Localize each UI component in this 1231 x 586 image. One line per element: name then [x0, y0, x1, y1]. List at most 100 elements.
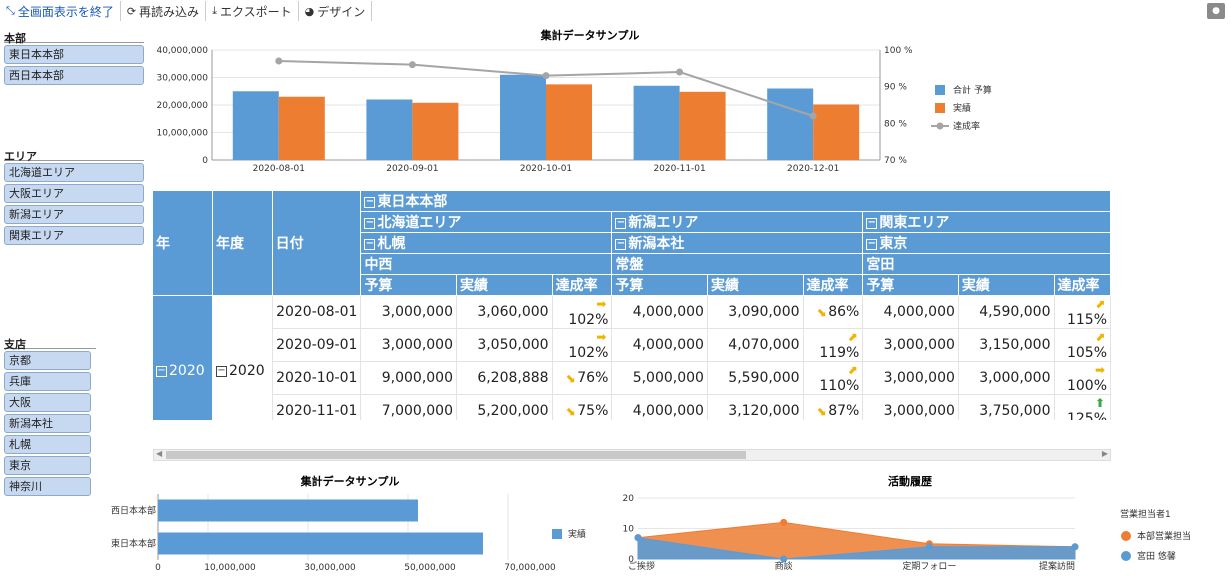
legend-label[interactable]: 合計 予算	[953, 84, 992, 96]
cell-text: 2020-09-01	[276, 337, 358, 353]
cell-text: 宮田	[866, 257, 895, 273]
slicer-item[interactable]: 北海道エリア	[4, 163, 144, 182]
legend-label[interactable]: 実績	[953, 102, 971, 114]
cell-text: 北海道エリア	[377, 215, 462, 231]
collapse-icon[interactable]: −	[866, 237, 878, 250]
horizontal-scrollbar[interactable]: ◀ ▶	[153, 449, 1111, 461]
area-point[interactable]	[634, 534, 642, 542]
collapse-icon[interactable]: −	[364, 216, 376, 229]
col-header-staff: 宮田	[862, 253, 1111, 275]
cell-text: 達成率	[555, 278, 598, 294]
collapse-icon[interactable]: −	[216, 364, 227, 377]
collapse-icon[interactable]: −	[156, 364, 167, 377]
bar-budget[interactable]	[500, 74, 546, 160]
budget-cell: 4,000,000	[862, 295, 959, 329]
actual-cell: 3,060,000	[456, 295, 553, 329]
slicer-item[interactable]: 兵庫	[4, 372, 91, 391]
col-header-area[interactable]: − 新潟エリア	[611, 211, 864, 233]
bar-actual[interactable]	[158, 532, 483, 555]
col-header-shiten[interactable]: − 札幌	[360, 232, 613, 254]
scroll-left-icon[interactable]: ◀	[156, 449, 163, 458]
exit-fullscreen-button[interactable]: ⤡ 全画面表示を終了	[0, 1, 121, 21]
legend-swatch	[552, 529, 562, 539]
cell-text: 3,000,000	[883, 337, 955, 353]
row-date: 2020-08-01	[272, 295, 362, 329]
scrollbar-thumb[interactable]	[166, 451, 746, 459]
actual-cell: 4,590,000	[958, 295, 1055, 329]
legend-label[interactable]: 本部営業担当	[1137, 530, 1191, 542]
actual-cell: 5,200,000	[456, 394, 553, 420]
legend-label[interactable]: 達成率	[953, 120, 980, 132]
slicer-title: 本部	[4, 30, 144, 45]
col-header-shiten[interactable]: − 東京	[862, 232, 1111, 254]
cell-text: 中西	[364, 257, 393, 273]
line-point[interactable]	[676, 68, 684, 76]
achievement-rate: 110%	[819, 378, 860, 394]
bar-budget[interactable]	[232, 91, 279, 160]
cell-text: 実績	[460, 278, 489, 294]
chart-title: 集計データサンプル	[540, 28, 640, 42]
export-button[interactable]: ⤓ エクスポート	[206, 1, 299, 21]
col-header-honbu[interactable]: − 東日本本部	[360, 191, 1111, 212]
row-year-2020[interactable]: −2020	[153, 295, 213, 420]
budget-cell: 7,000,000	[360, 394, 458, 420]
line-point[interactable]	[809, 112, 817, 120]
cell-text: 4,070,000	[728, 337, 800, 353]
bar-actual[interactable]	[278, 96, 325, 160]
cell-text: 7,000,000	[381, 403, 454, 419]
bar-actual[interactable]	[412, 102, 459, 160]
area-point[interactable]	[925, 543, 933, 551]
rate-cell: ⬈ 115%	[1054, 295, 1111, 329]
bar-budget[interactable]	[366, 99, 413, 161]
achievement-rate: 86%	[828, 304, 860, 320]
rate-cell: ➡ 102%	[552, 328, 613, 362]
cell-text: 3,000,000	[381, 304, 454, 320]
row-fiscal-year-2020[interactable]: −2020	[212, 295, 273, 420]
x-tick-label: 2020-11-01	[653, 164, 705, 174]
slicer-item[interactable]: 東日本本部	[4, 45, 144, 64]
reload-button[interactable]: ⟳ 再読み込み	[121, 1, 207, 21]
bar-actual[interactable]	[546, 84, 592, 160]
budget-cell: 3,000,000	[360, 328, 458, 362]
area-point[interactable]	[780, 555, 788, 563]
slicer-item[interactable]: 神奈川	[4, 477, 91, 496]
collapse-icon[interactable]: −	[364, 237, 376, 250]
bar-actual[interactable]	[813, 104, 860, 160]
legend-label[interactable]: 宮田 悠馨	[1137, 550, 1176, 562]
line-point[interactable]	[542, 72, 550, 80]
collapse-icon[interactable]: −	[364, 195, 376, 208]
rate-cell: ⬊ 76%	[552, 361, 613, 395]
collapse-icon[interactable]: −	[615, 237, 627, 250]
slicer-item[interactable]: 札幌	[4, 435, 91, 454]
slicer-item[interactable]: 新潟本社	[4, 414, 91, 433]
slicer-item[interactable]: 大阪	[4, 393, 91, 412]
design-button[interactable]: ◕ デザイン	[299, 1, 373, 21]
cell-text: 3,120,000	[728, 403, 800, 419]
actual-cell: 3,050,000	[456, 328, 553, 362]
bar-actual[interactable]	[679, 91, 726, 160]
slicer-item[interactable]: 関東エリア	[4, 226, 144, 245]
slicer-item[interactable]: 京都	[4, 351, 91, 370]
col-header-area[interactable]: − 関東エリア	[862, 211, 1111, 233]
legend-label[interactable]: 実績	[568, 528, 586, 540]
col-header-shiten[interactable]: − 新潟本社	[611, 232, 864, 254]
slicer-item[interactable]: 新潟エリア	[4, 205, 144, 224]
comment-button[interactable]: ●	[1207, 3, 1225, 19]
bar-actual[interactable]	[158, 499, 418, 522]
slicer-item[interactable]: 西日本本部	[4, 66, 144, 85]
bar-budget[interactable]	[767, 88, 814, 161]
line-point[interactable]	[275, 57, 283, 65]
collapse-icon[interactable]: −	[615, 216, 627, 229]
area-point[interactable]	[1071, 543, 1079, 551]
slicer-item[interactable]: 大阪エリア	[4, 184, 144, 203]
collapse-icon[interactable]: −	[866, 216, 878, 229]
scroll-right-icon[interactable]: ▶	[1101, 449, 1108, 458]
x-tick-label: 50,000,000	[404, 563, 456, 573]
area-point[interactable]	[780, 518, 788, 526]
bar-budget[interactable]	[633, 85, 680, 160]
col-header-area[interactable]: − 北海道エリア	[360, 211, 613, 233]
slicer-item[interactable]: 東京	[4, 456, 91, 475]
y-tick-label: 0	[628, 555, 634, 565]
line-point[interactable]	[408, 61, 416, 69]
